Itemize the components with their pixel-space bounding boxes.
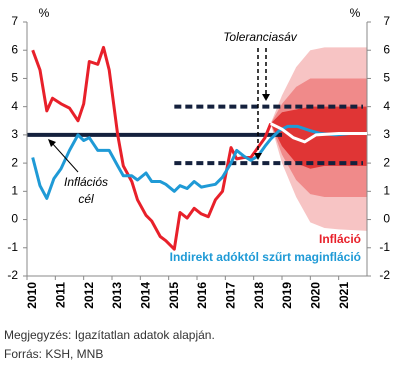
arrow-head <box>254 153 262 160</box>
y2-tick-label: -1 <box>379 240 390 254</box>
x-tick-label: 2013 <box>110 282 124 309</box>
x-tick-label: 2016 <box>195 282 209 309</box>
y-tick-label: 4 <box>11 99 18 113</box>
y-tick-label: 0 <box>11 212 18 226</box>
x-tick-label: 2019 <box>280 282 294 309</box>
target-arrow <box>51 142 79 173</box>
y-tick-label: -2 <box>7 268 18 282</box>
arrow-head <box>48 139 56 147</box>
x-tick-label: 2011 <box>54 282 68 308</box>
plot: -2 -1 0 1 2 3 4 5 6 7 -2 -1 0 1 2 3 4 5 6 7 2010 2011 2012 2013… <box>7 14 390 309</box>
x-tick-label: 2010 <box>25 282 39 309</box>
legend-core: Indirekt adóktól szűrt maginfláció <box>170 250 361 264</box>
y-unit-right: % <box>350 6 361 20</box>
legend-inflation: Infláció <box>319 232 361 246</box>
target-label: Inflációs <box>64 175 108 189</box>
center-line <box>270 122 367 144</box>
fan-band <box>270 106 367 169</box>
source: Forrás: KSH, MNB <box>4 347 103 361</box>
x-tick-label: 2017 <box>224 282 238 309</box>
series-line <box>31 45 273 251</box>
target-label: cél <box>78 192 94 206</box>
y-tick-label: 5 <box>11 71 18 85</box>
tolerance-arrows <box>257 48 267 153</box>
y2-tick-label: 0 <box>383 212 390 226</box>
y-tick-label: 2 <box>11 155 18 169</box>
arrow-head <box>262 94 270 101</box>
y2-tick-label: 5 <box>383 71 390 85</box>
y2-tick-label: -2 <box>379 268 390 282</box>
tolerance-label: Toleranciasáv <box>223 30 298 44</box>
y2-tick-label: 3 <box>383 127 390 141</box>
x-tick-label: 2014 <box>139 282 153 309</box>
x-tick-label: 2012 <box>82 282 96 309</box>
note: Megjegyzés: Igazítatlan adatok alapján. <box>4 328 215 342</box>
y-tick-label: -1 <box>7 240 18 254</box>
x-tick-label: 2015 <box>167 282 181 309</box>
y-tick-label: 3 <box>11 127 18 141</box>
y2-tick-label: 7 <box>383 14 390 28</box>
y2-tick-label: 1 <box>383 184 390 198</box>
x-tick-label: 2018 <box>252 282 266 309</box>
y-unit-left: % <box>39 6 50 20</box>
x-tick-label: 2020 <box>309 282 323 309</box>
y2-tick-label: 4 <box>383 99 390 113</box>
series-line <box>31 124 366 200</box>
y-tick-label: 1 <box>11 184 18 198</box>
x-tick-label: 2021 <box>337 282 351 309</box>
y2-tick-label: 6 <box>383 42 390 56</box>
y2-tick-label: 2 <box>383 155 390 169</box>
y-tick-label: 7 <box>11 14 18 28</box>
y-tick-label: 6 <box>11 42 18 56</box>
